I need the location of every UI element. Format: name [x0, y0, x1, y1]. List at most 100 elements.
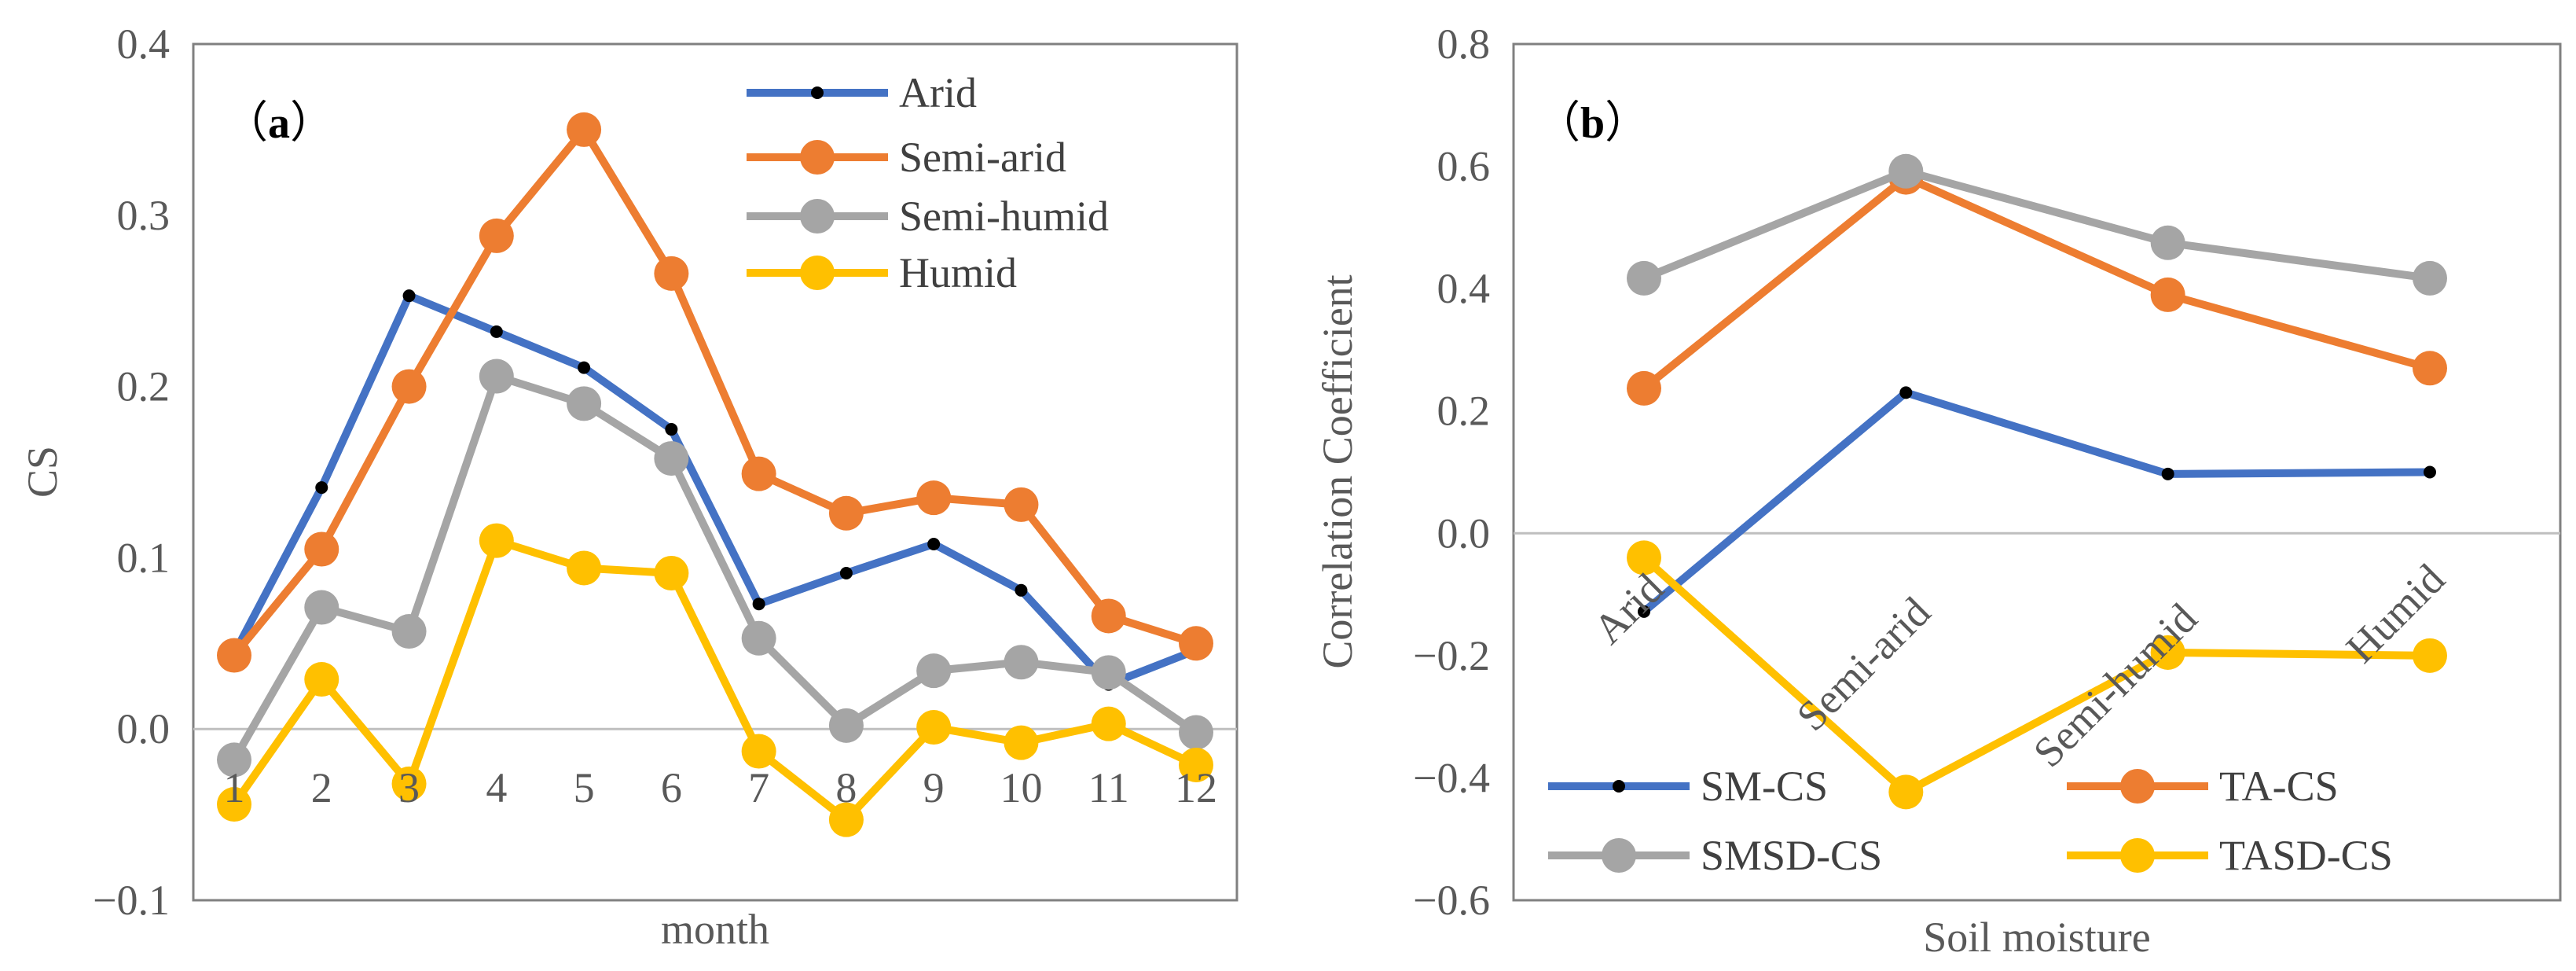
a-point-arid	[315, 481, 328, 495]
panel-b: −0.6 −0.4 −0.2 0.0 0.2 0.4 0.6 0.8 Arid Semi-ari…	[1314, 20, 2562, 961]
a-legend-marker	[800, 140, 835, 175]
panel-b-x-ticks: Arid Semi-arid Semi-humid Humid	[1584, 555, 2453, 776]
b-legend-label: SM-CS	[1701, 763, 1828, 810]
a-point-semi-humid	[391, 614, 427, 649]
a-point-semi-humid	[1004, 645, 1039, 680]
b-point-smsd-cs	[2413, 260, 2447, 296]
panel-b-y-axis-label: Correlation Coefficient	[1314, 274, 1361, 668]
panel-b-legend: SM-CS TA-CS SMSD-CS TASD-CS	[1548, 763, 2393, 879]
b-y-tick-label: 0.2	[1437, 388, 1491, 435]
b-x-tick-label: Semi-humid	[2024, 594, 2206, 776]
panel-a-legend: Arid Semi-arid Semi-humid Humid	[747, 69, 1109, 296]
a-x-tick-label: 4	[486, 764, 507, 811]
panel-b-label: （b）	[1536, 99, 1649, 148]
a-legend-marker	[800, 199, 835, 234]
b-legend-marker	[1602, 838, 1636, 873]
a-legend-label: Semi-humid	[899, 193, 1109, 240]
b-legend-marker	[1613, 780, 1625, 793]
a-point-semi-humid	[654, 441, 689, 476]
a-y-tick-label: 0.4	[117, 20, 171, 68]
b-y-tick-label: −0.6	[1413, 877, 1490, 924]
a-x-tick-label: 7	[748, 764, 769, 811]
a-point-humid	[304, 662, 339, 697]
a-point-humid	[1179, 747, 1213, 782]
a-x-tick-label: 3	[398, 764, 420, 811]
a-x-tick-label: 9	[923, 764, 945, 811]
a-point-arid	[402, 289, 416, 303]
a-point-semi-arid	[391, 369, 427, 404]
b-point-sm-cs	[2161, 467, 2174, 480]
b-y-tick-label: 0.4	[1437, 265, 1491, 312]
a-x-tick-label: 5	[574, 764, 595, 811]
a-series-line-semi-humid	[230, 372, 1200, 764]
a-x-tick-label: 2	[311, 764, 332, 811]
b-point-sm-cs	[2424, 465, 2436, 479]
b-point-sm-cs	[1899, 386, 1913, 399]
a-legend-label: Semi-arid	[899, 134, 1066, 181]
a-point-humid	[916, 710, 952, 745]
a-point-arid	[1015, 583, 1028, 597]
a-y-tick-label: 0.0	[117, 705, 171, 752]
a-point-humid	[567, 550, 602, 586]
b-point-smsd-cs	[1888, 153, 1924, 189]
b-point-smsd-cs	[1627, 260, 1661, 296]
a-series-line-semi-arid	[230, 125, 1200, 660]
a-y-tick-label: 0.1	[117, 534, 171, 581]
a-point-arid	[490, 325, 503, 338]
b-y-tick-label: 0.0	[1437, 509, 1491, 557]
a-point-humid	[391, 766, 427, 801]
panel-a: −0.10.00.10.20.30.4 1 2 3 4 5 6 7 8 9 10 11 12 （a） …	[19, 20, 1238, 953]
a-legend-label: Arid	[899, 69, 977, 116]
a-point-semi-humid	[741, 620, 776, 656]
b-series-line-tasd-cs	[1640, 554, 2434, 796]
a-x-tick-label: 6	[661, 764, 682, 811]
a-point-semi-arid	[304, 531, 339, 567]
panel-a-letter: a	[268, 99, 290, 148]
a-point-humid	[654, 556, 689, 591]
b-point-sm-cs	[1638, 605, 1650, 618]
b-x-tick-label: Arid	[1584, 565, 1672, 653]
a-point-semi-arid	[217, 638, 251, 673]
b-y-tick-label: 0.6	[1437, 143, 1491, 190]
b-y-tick-label: −0.4	[1413, 754, 1490, 801]
b-legend-label: TASD-CS	[2219, 832, 2393, 879]
panel-a-x-axis-label: month	[661, 906, 769, 953]
a-point-humid	[217, 787, 251, 822]
a-legend-label: Humid	[899, 249, 1017, 296]
panel-a-x-ticks: 1 2 3 4 5 6 7 8 9 10 11 12	[224, 764, 1218, 811]
a-legend-marker	[811, 86, 824, 99]
a-point-humid	[828, 802, 864, 837]
panel-b-letter: b	[1580, 99, 1605, 148]
a-point-semi-arid	[916, 480, 952, 516]
panel-a-y-ticks: −0.1 0.0 0.1 0.2 0.3 0.4	[93, 20, 170, 924]
a-x-tick-label: 1	[224, 764, 245, 811]
b-legend-label: SMSD-CS	[1701, 832, 1882, 879]
a-point-semi-arid	[654, 256, 689, 291]
a-point-arid	[665, 423, 678, 436]
b-legend-marker	[2120, 838, 2155, 873]
a-point-semi-humid	[916, 653, 952, 689]
b-point-tasd-cs	[2413, 638, 2447, 673]
a-point-arid	[578, 361, 591, 374]
panel-a-label: （a）	[224, 99, 334, 148]
a-x-tick-label: 8	[835, 764, 857, 811]
a-point-semi-humid	[1091, 655, 1126, 690]
a-point-semi-arid	[479, 218, 514, 253]
panel-a-frame	[192, 42, 1238, 902]
a-series-line-humid	[230, 536, 1200, 824]
a-point-semi-humid	[304, 590, 339, 625]
a-point-semi-arid	[1091, 598, 1126, 634]
a-legend-marker	[800, 256, 835, 290]
b-series-line-ta-cs	[1640, 173, 2434, 392]
a-series-line-arid	[230, 292, 1200, 689]
a-y-tick-label: −0.1	[93, 877, 170, 924]
a-point-semi-arid	[1179, 626, 1213, 661]
b-point-tasd-cs	[1627, 540, 1661, 576]
a-point-semi-arid	[828, 495, 864, 531]
a-point-semi-arid	[741, 456, 776, 491]
panel-b-frame	[1512, 42, 2562, 902]
a-point-arid	[927, 537, 941, 550]
b-x-tick-label: Semi-arid	[1788, 588, 1939, 740]
a-point-arid	[752, 598, 765, 611]
